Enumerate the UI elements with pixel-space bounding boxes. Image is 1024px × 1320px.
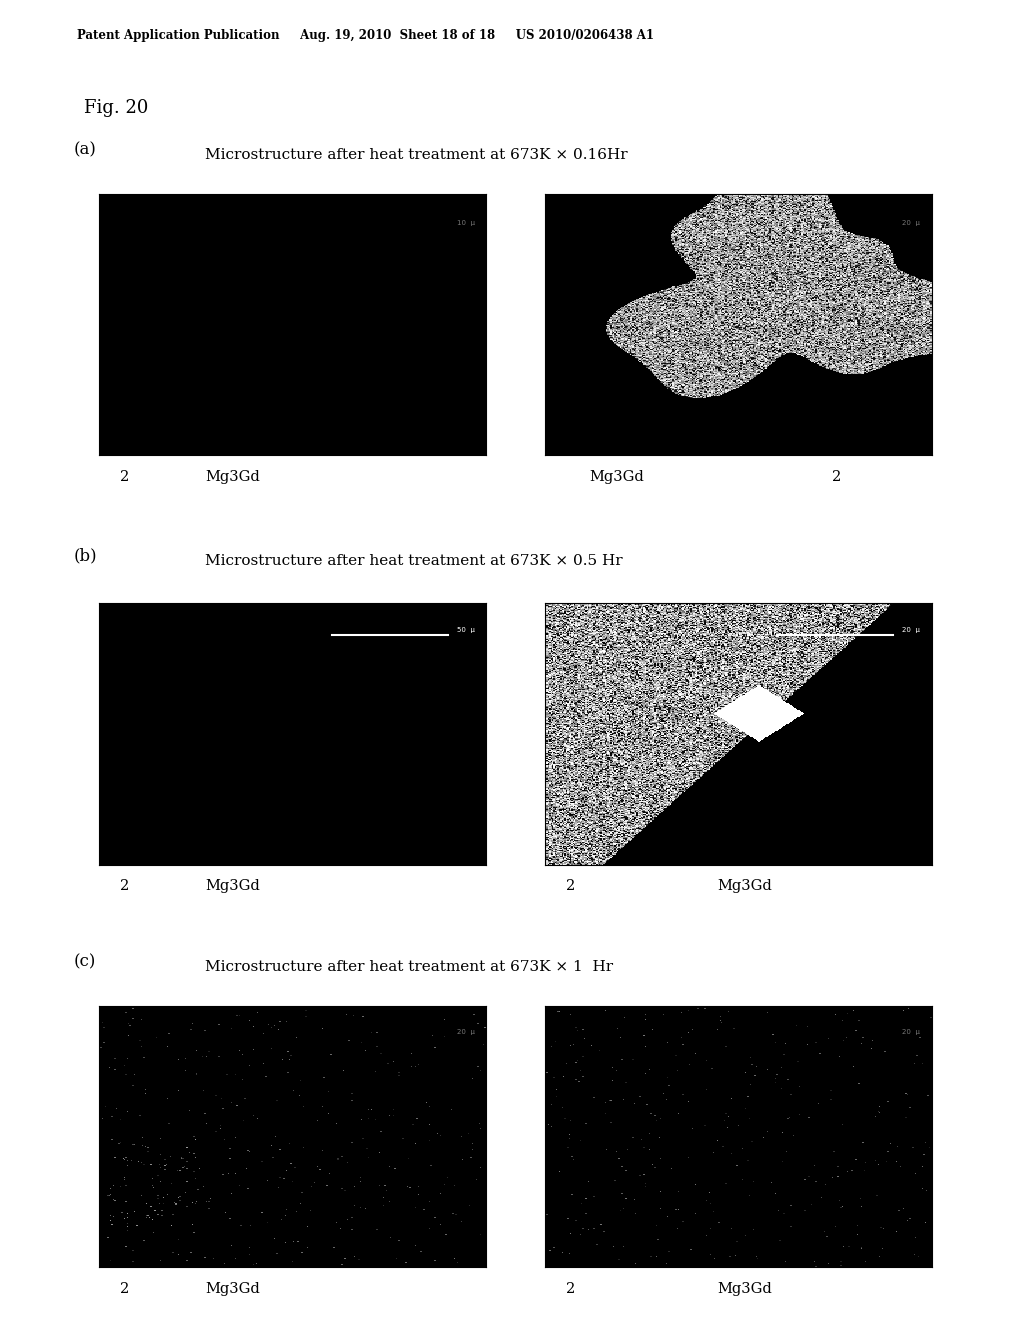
Text: 20  μ: 20 μ: [457, 1030, 475, 1035]
Text: Patent Application Publication     Aug. 19, 2010  Sheet 18 of 18     US 2010/020: Patent Application Publication Aug. 19, …: [77, 29, 653, 42]
Text: |: |: [614, 445, 618, 454]
Text: 20  μ: 20 μ: [902, 627, 921, 632]
Text: (a): (a): [74, 141, 96, 158]
Text: Mg3Gd: Mg3Gd: [205, 1282, 260, 1296]
Text: |: |: [230, 854, 234, 863]
Text: Microstructure after heat treatment at 673K × 1  Hr: Microstructure after heat treatment at 6…: [205, 960, 613, 974]
Text: |: |: [123, 445, 127, 454]
Text: |: |: [568, 854, 572, 863]
Text: |: |: [123, 854, 127, 863]
Text: (c): (c): [74, 953, 96, 970]
Text: 2: 2: [120, 879, 130, 894]
Text: Microstructure after heat treatment at 673K × 0.5 Hr: Microstructure after heat treatment at 6…: [205, 554, 623, 569]
Text: 10  μ: 10 μ: [457, 220, 475, 226]
Text: 2: 2: [120, 470, 130, 484]
Text: 2: 2: [565, 879, 575, 894]
Text: 50  μ: 50 μ: [457, 627, 475, 632]
Text: |: |: [568, 1257, 572, 1266]
Text: 20  μ: 20 μ: [902, 1030, 921, 1035]
Text: Fig. 20: Fig. 20: [84, 99, 148, 117]
Text: 2: 2: [120, 1282, 130, 1296]
Text: Mg3Gd: Mg3Gd: [205, 470, 260, 484]
Text: (b): (b): [74, 548, 97, 565]
Text: |: |: [835, 445, 839, 454]
Text: Microstructure after heat treatment at 673K × 0.16Hr: Microstructure after heat treatment at 6…: [205, 148, 628, 162]
Text: 20  μ: 20 μ: [902, 220, 921, 226]
Text: |: |: [123, 1257, 127, 1266]
Text: |: |: [230, 1257, 234, 1266]
Text: Mg3Gd: Mg3Gd: [717, 879, 772, 894]
Text: Mg3Gd: Mg3Gd: [205, 879, 260, 894]
Text: |: |: [230, 445, 234, 454]
Text: 2: 2: [831, 470, 842, 484]
Text: Mg3Gd: Mg3Gd: [589, 470, 644, 484]
Text: Mg3Gd: Mg3Gd: [717, 1282, 772, 1296]
Text: |: |: [742, 854, 746, 863]
Text: 2: 2: [565, 1282, 575, 1296]
Text: |: |: [742, 1257, 746, 1266]
